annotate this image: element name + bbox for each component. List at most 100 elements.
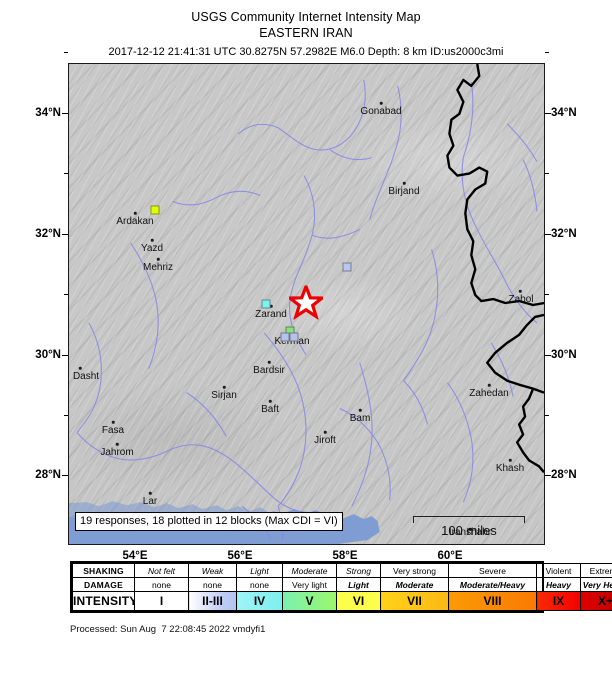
city-label: Gonabad <box>360 106 402 117</box>
lat-tick-right <box>545 113 551 114</box>
legend-row-intensity: INTENSITY I II-III IV V VI VII VIII IX X+ <box>72 591 612 611</box>
lat-minor-tick-right <box>545 173 549 174</box>
lat-minor-tick-right <box>545 52 549 53</box>
epicenter-star-icon[interactable] <box>285 282 327 325</box>
city-label: Lar <box>142 496 158 507</box>
city-label: Bam <box>349 413 371 424</box>
city-marker-dot <box>156 257 160 261</box>
legend-damage-cell: none <box>188 577 237 592</box>
intensity-legend: SHAKING Not felt Weak Light Moderate Strong V… <box>70 561 612 613</box>
city-label: Bardsir <box>253 365 285 376</box>
map-plot-area[interactable]: Gonabad Birjand Zabol Ardakan Yazd Mehriz Zara… <box>68 63 545 545</box>
city-label: Baft <box>261 404 279 415</box>
city-marker-dot <box>133 211 137 215</box>
legend-intensity-cell: II-III <box>188 591 237 611</box>
cdi-response-block[interactable] <box>261 299 271 309</box>
city-marker-dot <box>268 399 272 403</box>
lat-minor-tick-right <box>545 294 549 295</box>
lat-tick-left <box>62 113 68 114</box>
legend-rowlabel-damage: DAMAGE <box>72 577 135 592</box>
city-marker-dot <box>269 304 273 308</box>
city-label: Zahedan <box>469 388 509 399</box>
city-label: Kerman <box>274 336 310 347</box>
lat-minor-tick-left <box>64 415 68 416</box>
city-label: Ardakan <box>116 216 154 227</box>
lon-label: 58°E <box>332 550 358 562</box>
legend-shaking-cell: Strong <box>336 563 381 578</box>
city-label: Birjand <box>388 186 420 197</box>
legend-rowlabel-intensity: INTENSITY <box>72 591 135 611</box>
page-title: USGS Community Internet Intensity Map <box>191 10 421 24</box>
legend-shaking-cell: Severe <box>448 563 537 578</box>
city-label: Sirjan <box>211 390 237 401</box>
map-header: USGS Community Internet Intensity Map EA… <box>0 0 612 60</box>
lat-minor-tick-left <box>64 173 68 174</box>
legend-shaking-cell: Not felt <box>134 563 189 578</box>
city-marker-dot <box>150 238 154 242</box>
lon-label: 60°E <box>437 550 463 562</box>
scale-bar-line <box>413 516 525 523</box>
response-summary-box: 19 responses, 18 plotted in 12 blocks (M… <box>75 512 343 531</box>
legend-damage-cell: none <box>134 577 189 592</box>
city-label: Zabol <box>508 294 534 305</box>
city-marker-dot <box>115 442 119 446</box>
lat-label-left: 32°N <box>35 228 61 240</box>
legend-shaking-cell: Weak <box>188 563 237 578</box>
city-marker-dot <box>508 458 512 462</box>
city-label: Jiroft <box>314 435 336 446</box>
city-marker-dot <box>487 383 491 387</box>
legend-shaking-cell: Light <box>236 563 283 578</box>
lat-label-left: 28°N <box>35 469 61 481</box>
legend-row-shaking: SHAKING Not felt Weak Light Moderate Strong V… <box>72 563 612 578</box>
lat-label-right: 34°N <box>551 107 577 119</box>
city-label: Dasht <box>72 371 100 382</box>
legend-intensity-cell: IV <box>236 591 283 611</box>
legend-damage-cell: Moderate/Heavy <box>448 577 537 592</box>
legend-rowlabel-shaking: SHAKING <box>72 563 135 578</box>
event-subtitle: 2017-12-12 21:41:31 UTC 30.8275N 57.2982… <box>108 46 504 58</box>
lat-minor-tick-left <box>64 52 68 53</box>
legend-table: SHAKING Not felt Weak Light Moderate Strong V… <box>72 563 612 611</box>
city-marker-dot <box>222 385 226 389</box>
processed-timestamp: Processed: Sun Aug 7 22:08:45 2022 vmdyf… <box>70 624 266 635</box>
lon-label: 54°E <box>122 550 148 562</box>
legend-damage-cell: Moderate <box>380 577 449 592</box>
legend-shaking-cell: Extreme <box>580 563 612 578</box>
legend-damage-cell: Very Heavy <box>580 577 612 592</box>
city-label: Iranshahr <box>448 527 492 538</box>
city-label: Yazd <box>140 243 164 254</box>
lat-tick-left <box>62 475 68 476</box>
legend-intensity-cell: X+ <box>580 591 612 611</box>
city-label: Zarand <box>255 309 287 320</box>
legend-shaking-cell: Moderate <box>282 563 337 578</box>
lat-label-right: 28°N <box>551 469 577 481</box>
city-marker-dot <box>323 430 327 434</box>
lat-minor-tick-left <box>64 294 68 295</box>
legend-row-damage: DAMAGE none none none Very light Light Modera… <box>72 577 612 592</box>
legend-damage-cell: Heavy <box>536 577 581 592</box>
lat-tick-right <box>545 234 551 235</box>
city-marker-dot <box>267 360 271 364</box>
legend-intensity-cell: VI <box>336 591 381 611</box>
city-marker-dot <box>78 366 82 370</box>
legend-damage-cell: none <box>236 577 283 592</box>
lat-tick-right <box>545 475 551 476</box>
legend-shaking-cell: Very strong <box>380 563 449 578</box>
lon-label: 56°E <box>227 550 253 562</box>
city-marker-dot <box>379 101 383 105</box>
cdi-response-block[interactable] <box>280 332 290 342</box>
region-title: EASTERN IRAN <box>259 26 353 40</box>
map-container[interactable]: 34°N 34°N 32°N 32°N 30°N 30°N 28°N 28°N 54°E 56°E… <box>0 52 612 562</box>
lat-tick-left <box>62 355 68 356</box>
lat-tick-left <box>62 234 68 235</box>
star-glyph <box>285 282 327 321</box>
cdi-response-block[interactable] <box>289 332 299 342</box>
city-marker-dot <box>148 491 152 495</box>
lat-label-right: 32°N <box>551 228 577 240</box>
lat-tick-right <box>545 355 551 356</box>
city-marker-dot <box>358 408 362 412</box>
legend-intensity-cell: VII <box>380 591 449 611</box>
legend-damage-cell: Light <box>336 577 381 592</box>
cdi-response-block[interactable] <box>342 262 352 272</box>
cdi-response-block[interactable] <box>150 205 160 215</box>
